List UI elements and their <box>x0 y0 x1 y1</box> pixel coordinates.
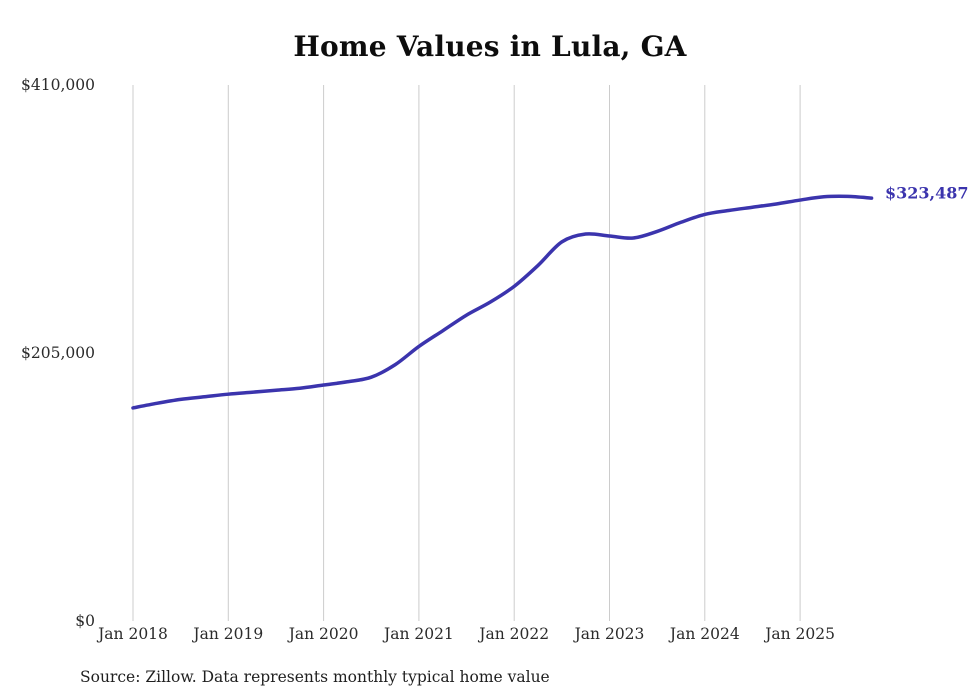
y-axis-tick-0: $0 <box>75 612 95 630</box>
x-axis-tick-2018: Jan 2018 <box>98 625 168 643</box>
series-end-value-label: $323,487 <box>885 183 969 203</box>
x-axis-tick-2019: Jan 2019 <box>193 625 264 643</box>
x-axis-tick-2021: Jan 2021 <box>383 625 454 643</box>
x-axis-tick-2024: Jan 2024 <box>669 625 740 643</box>
x-axis-tick-2023: Jan 2023 <box>574 625 645 643</box>
y-axis-tick-205000: $205,000 <box>21 344 95 362</box>
y-axis-tick-410000: $410,000 <box>21 76 95 94</box>
chart-title: Home Values in Lula, GA <box>293 30 687 63</box>
x-axis-tick-2022: Jan 2022 <box>479 625 550 643</box>
source-note: Source: Zillow. Data represents monthly … <box>80 668 550 686</box>
x-axis-tick-2020: Jan 2020 <box>288 625 359 643</box>
home-value-line <box>131 194 874 410</box>
x-axis-tick-2025: Jan 2025 <box>765 625 835 643</box>
